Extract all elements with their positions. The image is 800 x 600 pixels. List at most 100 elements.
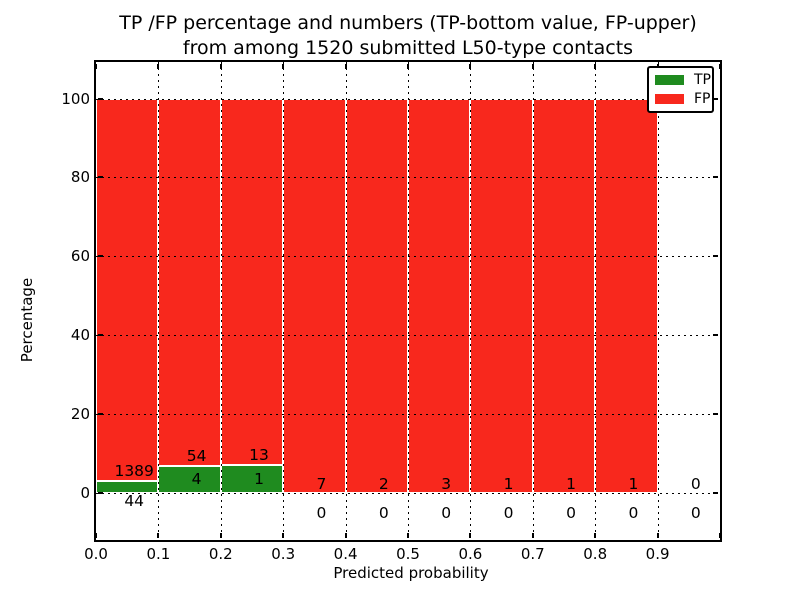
x-tick-top — [531, 64, 534, 69]
fp-count-label: 7 — [316, 474, 327, 493]
fp-count-label: 2 — [378, 474, 389, 493]
gridline-horizontal — [96, 493, 720, 494]
x-tick-label: 0.6 — [458, 545, 483, 563]
x-tick-label: 0.7 — [520, 545, 545, 563]
fp-count-label: 0 — [690, 474, 701, 493]
legend-label: FP — [694, 90, 711, 107]
x-tick-top — [407, 64, 409, 69]
x-tick-top — [282, 64, 285, 69]
bar-segment-fp — [158, 98, 221, 466]
gridline-horizontal — [96, 177, 720, 179]
legend: TP FP — [647, 66, 714, 113]
fp-count-label: 54 — [186, 447, 207, 466]
y-tick-left — [98, 413, 103, 416]
chart-title-line1: TP /FP percentage and numbers (TP-bottom… — [119, 12, 697, 34]
bar-segment-fp — [220, 98, 284, 465]
chart-title: TP /FP percentage and numbers (TP-bottom… — [96, 11, 720, 61]
gridline-horizontal — [96, 98, 720, 100]
bar-segment-tp — [220, 464, 284, 493]
tp-count-label: 0 — [690, 503, 701, 522]
x-tick-top — [719, 64, 721, 69]
gridline-vertical — [158, 62, 160, 540]
tp-count-label: 0 — [628, 503, 639, 522]
fp-count-label: 1389 — [114, 462, 154, 481]
legend-row-tp: TP — [655, 73, 712, 87]
chart-title-line2: from among 1520 submitted L50-type conta… — [182, 37, 634, 59]
y-axis-label: Percentage — [18, 277, 36, 363]
gridline-vertical — [220, 62, 222, 540]
y-tick-label: 40 — [70, 326, 90, 345]
gridline-vertical — [657, 62, 659, 540]
legend-swatch-tp — [655, 75, 684, 86]
tp-count-label: 4 — [191, 470, 202, 489]
y-tick-right — [713, 492, 718, 494]
x-tick-bottom — [719, 533, 721, 538]
y-tick-right — [713, 176, 718, 179]
bar-segment-tp — [96, 480, 159, 493]
x-tick-label: 0.8 — [583, 545, 608, 563]
y-tick-left — [98, 255, 103, 258]
bar-segment-fp — [408, 98, 471, 493]
y-tick-left — [98, 334, 103, 337]
gridline-vertical — [408, 62, 409, 540]
y-tick-label: 0 — [80, 484, 90, 502]
gridline-horizontal — [96, 414, 720, 416]
x-tick-top — [469, 64, 472, 69]
bar-segment-fp — [470, 98, 533, 493]
legend-row-fp: FP — [655, 92, 712, 106]
fp-count-label: 3 — [441, 474, 452, 493]
tp-count-label: 0 — [441, 503, 452, 522]
x-tick-top — [95, 64, 97, 69]
y-tick-right — [713, 97, 718, 100]
y-tick-label: 100 — [61, 89, 90, 108]
x-tick-bottom — [469, 533, 472, 538]
x-tick-bottom — [656, 533, 659, 538]
bar-segment-fp — [595, 98, 658, 493]
x-tick-bottom — [95, 533, 97, 538]
bar-segment-fp — [345, 98, 408, 493]
fp-count-label: 1 — [503, 474, 514, 493]
x-tick-bottom — [282, 533, 285, 538]
tp-count-label: 44 — [124, 491, 145, 510]
y-tick-label: 80 — [70, 168, 90, 187]
x-tick-label: 0.9 — [645, 545, 670, 563]
gridline-vertical — [283, 62, 285, 540]
gridline-vertical — [345, 62, 347, 540]
x-tick-label: 0.2 — [208, 545, 233, 563]
fp-count-label: 13 — [249, 446, 269, 465]
tp-count-label: 1 — [254, 469, 264, 488]
gridline-vertical — [595, 62, 597, 540]
bar-segment-fp — [96, 98, 159, 481]
x-tick-top — [344, 64, 347, 69]
tp-count-label: 0 — [566, 503, 576, 522]
x-tick-label: 0.5 — [396, 545, 420, 563]
gridline-vertical — [470, 62, 472, 540]
y-tick-right — [713, 255, 718, 258]
x-tick-top — [157, 64, 160, 69]
x-tick-top — [594, 64, 597, 69]
x-tick-bottom — [157, 533, 160, 538]
fp-count-label: 1 — [628, 474, 639, 493]
gridline-vertical — [532, 62, 534, 540]
x-tick-label: 0.4 — [333, 545, 358, 563]
x-tick-label: 0.3 — [271, 545, 296, 563]
tp-count-label: 0 — [316, 503, 327, 522]
y-tick-left — [98, 176, 103, 179]
x-tick-bottom — [344, 533, 347, 538]
x-axis-label: Predicted probability — [333, 564, 489, 582]
y-tick-left — [98, 492, 103, 494]
bar-segment-fp — [283, 98, 346, 493]
x-tick-bottom — [531, 533, 534, 538]
gridline-horizontal — [96, 256, 720, 258]
gridline-horizontal — [96, 335, 720, 337]
fp-count-label: 1 — [566, 474, 576, 493]
legend-swatch-fp — [655, 93, 684, 104]
tp-count-label: 0 — [503, 503, 514, 522]
x-tick-bottom — [594, 533, 597, 538]
x-tick-top — [219, 64, 222, 69]
y-tick-right — [713, 413, 718, 416]
x-tick-bottom — [219, 533, 222, 538]
y-tick-label: 60 — [70, 247, 90, 266]
y-tick-label: 20 — [70, 405, 90, 424]
